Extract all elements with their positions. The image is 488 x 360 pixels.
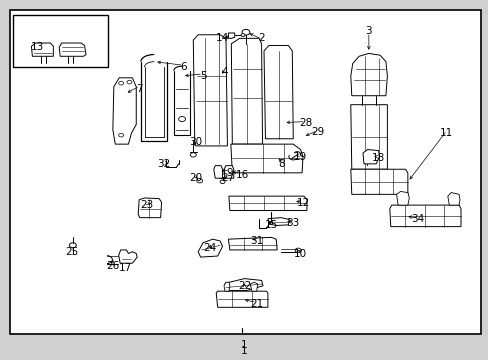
Circle shape — [190, 153, 196, 157]
Text: 19: 19 — [293, 152, 306, 162]
Circle shape — [69, 243, 76, 248]
Text: 20: 20 — [189, 173, 202, 183]
Text: 33: 33 — [286, 218, 299, 228]
Text: 7: 7 — [136, 84, 142, 94]
Text: 15: 15 — [264, 220, 277, 230]
Text: 27: 27 — [221, 173, 234, 183]
Polygon shape — [362, 149, 379, 164]
Text: 18: 18 — [371, 153, 385, 163]
Polygon shape — [228, 196, 306, 211]
Text: 17: 17 — [118, 263, 131, 273]
Polygon shape — [350, 105, 386, 169]
Polygon shape — [224, 166, 233, 178]
Polygon shape — [267, 218, 289, 226]
Text: 28: 28 — [298, 118, 311, 128]
Text: 31: 31 — [249, 236, 263, 246]
Text: 1: 1 — [241, 340, 247, 350]
Polygon shape — [31, 43, 53, 56]
Text: 3: 3 — [365, 26, 371, 36]
Polygon shape — [113, 78, 136, 144]
Polygon shape — [213, 166, 222, 178]
Polygon shape — [228, 237, 277, 250]
Polygon shape — [193, 35, 227, 146]
Polygon shape — [389, 205, 460, 226]
Text: 25: 25 — [64, 247, 78, 257]
Circle shape — [119, 81, 123, 85]
Polygon shape — [119, 250, 137, 263]
Text: 10: 10 — [293, 248, 306, 258]
Circle shape — [241, 34, 244, 37]
Text: 34: 34 — [410, 215, 424, 224]
Text: 21: 21 — [249, 299, 263, 309]
Circle shape — [242, 30, 249, 35]
Bar — [13, 15, 108, 67]
Polygon shape — [224, 279, 263, 291]
Polygon shape — [396, 192, 408, 205]
Text: 26: 26 — [106, 261, 119, 271]
Polygon shape — [230, 144, 303, 173]
Polygon shape — [350, 169, 407, 194]
Text: 13: 13 — [31, 42, 44, 52]
Text: 32: 32 — [157, 159, 170, 169]
Circle shape — [119, 134, 123, 137]
Text: 1: 1 — [241, 346, 247, 356]
Polygon shape — [264, 45, 293, 139]
Text: 5: 5 — [199, 71, 206, 81]
Polygon shape — [224, 282, 229, 291]
Polygon shape — [59, 43, 86, 56]
Polygon shape — [231, 39, 262, 144]
Text: 14: 14 — [216, 33, 229, 43]
Text: 11: 11 — [439, 129, 452, 138]
Text: 2: 2 — [258, 33, 264, 43]
Text: 6: 6 — [180, 62, 186, 72]
Text: 22: 22 — [237, 281, 251, 291]
Polygon shape — [350, 53, 386, 96]
Polygon shape — [250, 282, 257, 291]
Text: 16: 16 — [235, 170, 248, 180]
Text: 9: 9 — [226, 168, 233, 178]
Circle shape — [196, 179, 202, 183]
Text: 12: 12 — [296, 198, 309, 208]
Text: 23: 23 — [140, 200, 153, 210]
Polygon shape — [198, 239, 222, 257]
Text: 30: 30 — [189, 138, 202, 147]
Text: 8: 8 — [277, 159, 284, 169]
Circle shape — [127, 80, 132, 84]
Text: 4: 4 — [221, 67, 228, 77]
Text: 24: 24 — [203, 243, 217, 253]
Polygon shape — [228, 33, 234, 39]
Text: 29: 29 — [310, 127, 324, 136]
Circle shape — [295, 248, 301, 252]
Polygon shape — [216, 291, 267, 307]
Polygon shape — [138, 198, 161, 218]
Polygon shape — [447, 193, 459, 205]
Circle shape — [220, 180, 224, 184]
Circle shape — [178, 117, 185, 122]
